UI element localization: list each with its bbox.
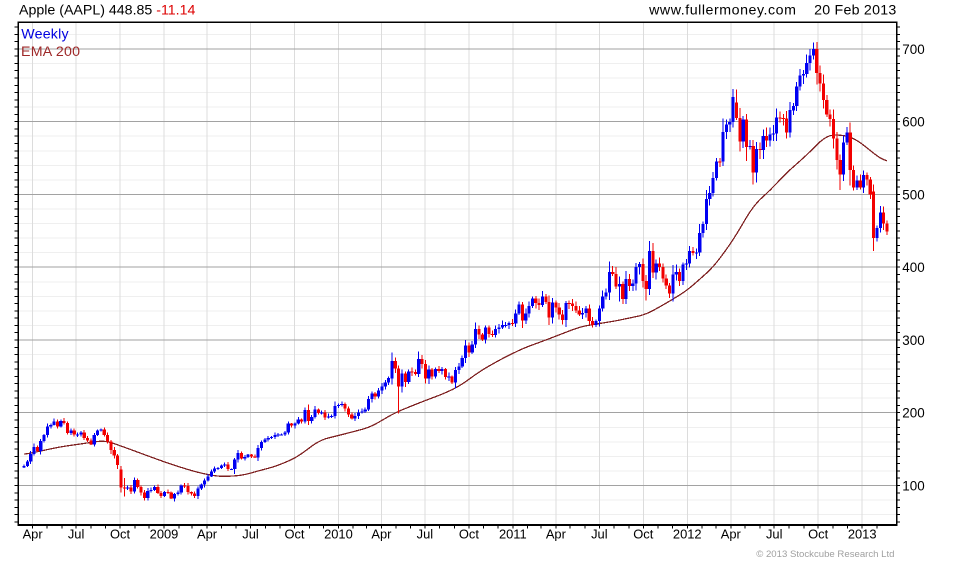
svg-text:Apr: Apr [23, 527, 44, 542]
svg-text:Oct: Oct [633, 527, 653, 542]
svg-text:Oct: Oct [284, 527, 304, 542]
svg-text:Oct: Oct [808, 527, 828, 542]
svg-text:700: 700 [902, 42, 924, 57]
svg-text:2010: 2010 [324, 527, 353, 542]
svg-text:2013: 2013 [848, 527, 877, 542]
svg-text:© 2013 Stockcube Research Ltd: © 2013 Stockcube Research Ltd [756, 549, 894, 560]
svg-text:600: 600 [902, 115, 924, 130]
svg-text:Apple (AAPL) 448.85 -11.14: Apple (AAPL) 448.85 -11.14 [19, 3, 196, 19]
svg-text:Apr: Apr [546, 527, 567, 542]
svg-text:Jul: Jul [591, 527, 607, 542]
svg-text:100: 100 [902, 478, 924, 493]
svg-text:Jul: Jul [242, 527, 258, 542]
svg-text:20 Feb 2013: 20 Feb 2013 [814, 3, 896, 19]
svg-text:2009: 2009 [150, 527, 179, 542]
svg-text:400: 400 [902, 260, 924, 275]
svg-text:Jul: Jul [766, 527, 782, 542]
svg-text:Oct: Oct [459, 527, 479, 542]
svg-text:Apr: Apr [721, 527, 742, 542]
svg-text:Weekly: Weekly [21, 27, 69, 43]
svg-text:Apr: Apr [197, 527, 218, 542]
svg-text:200: 200 [902, 406, 924, 421]
svg-text:Apr: Apr [371, 527, 392, 542]
svg-text:EMA 200: EMA 200 [21, 44, 80, 60]
svg-text:Oct: Oct [110, 527, 130, 542]
svg-text:Jul: Jul [417, 527, 433, 542]
svg-text:Jul: Jul [68, 527, 84, 542]
svg-text:500: 500 [902, 187, 924, 202]
svg-text:2011: 2011 [499, 527, 527, 542]
svg-text:2012: 2012 [673, 527, 702, 542]
svg-text:www.fullermoney.com: www.fullermoney.com [648, 3, 796, 19]
svg-text:300: 300 [902, 333, 924, 348]
